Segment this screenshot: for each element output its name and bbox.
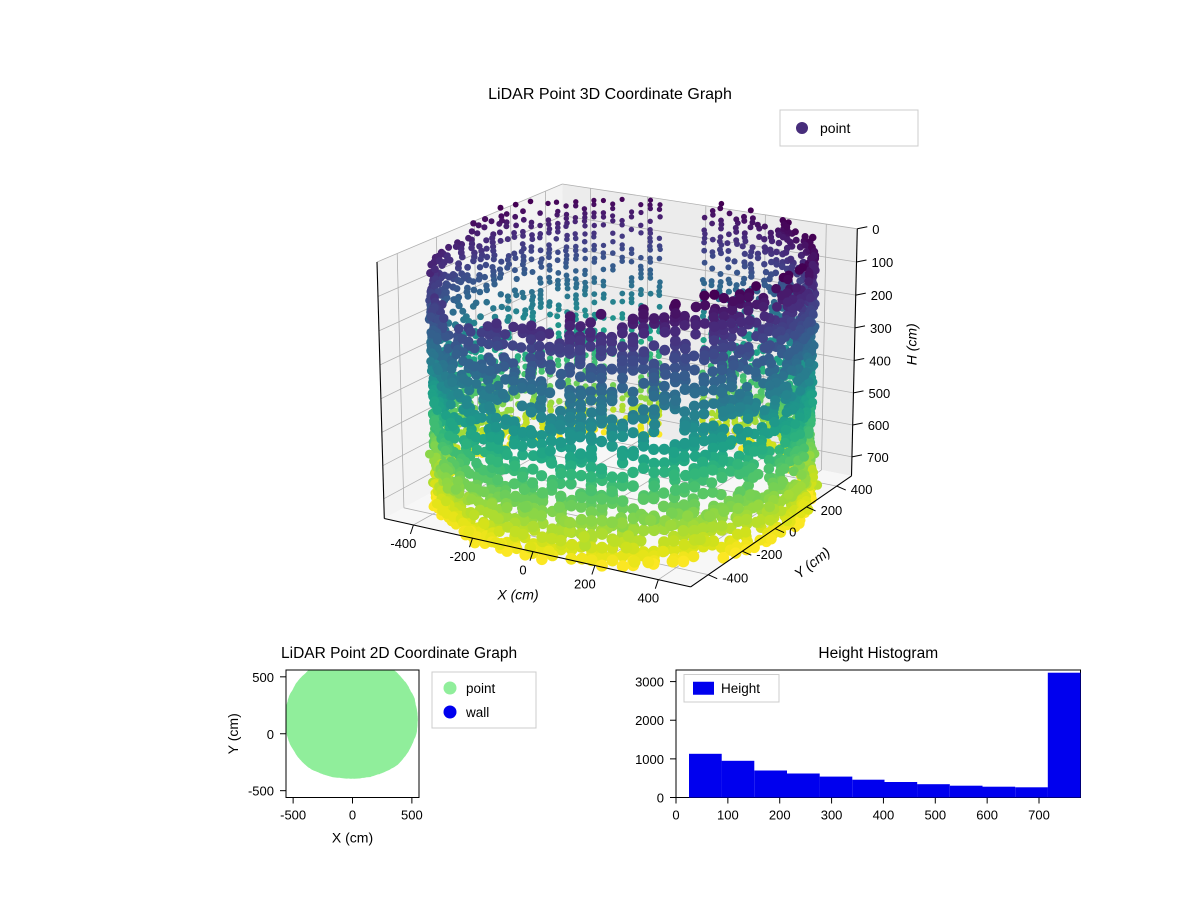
svg-text:point: point — [466, 681, 496, 696]
svg-text:200: 200 — [821, 503, 843, 518]
svg-text:500: 500 — [252, 670, 274, 685]
svg-text:0: 0 — [672, 808, 679, 823]
svg-text:400: 400 — [873, 808, 895, 823]
svg-text:200: 200 — [574, 577, 596, 592]
svg-text:600: 600 — [976, 808, 998, 823]
svg-text:-200: -200 — [449, 549, 475, 564]
svg-text:0: 0 — [872, 222, 879, 237]
svg-text:500: 500 — [869, 386, 891, 401]
svg-text:-500: -500 — [248, 784, 274, 799]
svg-text:Y (cm): Y (cm) — [225, 713, 241, 754]
svg-text:X (cm): X (cm) — [496, 587, 538, 603]
svg-text:2000: 2000 — [635, 713, 664, 728]
svg-text:-400: -400 — [390, 536, 416, 551]
svg-text:500: 500 — [401, 808, 423, 823]
svg-text:0: 0 — [267, 727, 274, 742]
svg-text:0: 0 — [519, 563, 526, 578]
svg-text:100: 100 — [717, 808, 739, 823]
svg-text:400: 400 — [851, 482, 873, 497]
svg-text:Height Histogram: Height Histogram — [818, 645, 938, 662]
svg-text:wall: wall — [465, 705, 489, 720]
svg-text:700: 700 — [1028, 808, 1050, 823]
svg-text:point: point — [820, 120, 850, 136]
svg-text:-500: -500 — [280, 808, 306, 823]
svg-text:LiDAR Point 2D Coordinate Grap: LiDAR Point 2D Coordinate Graph — [281, 645, 517, 662]
svg-text:500: 500 — [924, 808, 946, 823]
svg-text:300: 300 — [870, 321, 892, 336]
svg-text:3000: 3000 — [635, 675, 664, 690]
svg-text:200: 200 — [871, 288, 893, 303]
svg-text:Height: Height — [721, 681, 760, 696]
svg-text:-400: -400 — [722, 571, 748, 586]
svg-text:-200: -200 — [756, 547, 782, 562]
svg-text:100: 100 — [872, 255, 894, 270]
svg-text:0: 0 — [657, 791, 664, 806]
svg-text:600: 600 — [868, 418, 890, 433]
svg-text:700: 700 — [867, 450, 889, 465]
svg-text:400: 400 — [637, 591, 659, 606]
svg-text:0: 0 — [349, 808, 356, 823]
svg-text:LiDAR Point 3D Coordinate Grap: LiDAR Point 3D Coordinate Graph — [488, 86, 732, 103]
svg-text:400: 400 — [869, 354, 891, 369]
svg-text:0: 0 — [789, 525, 796, 540]
svg-text:H (cm): H (cm) — [904, 323, 920, 365]
svg-text:X (cm): X (cm) — [332, 830, 373, 846]
svg-text:1000: 1000 — [635, 752, 664, 767]
svg-text:300: 300 — [821, 808, 843, 823]
svg-text:200: 200 — [769, 808, 791, 823]
